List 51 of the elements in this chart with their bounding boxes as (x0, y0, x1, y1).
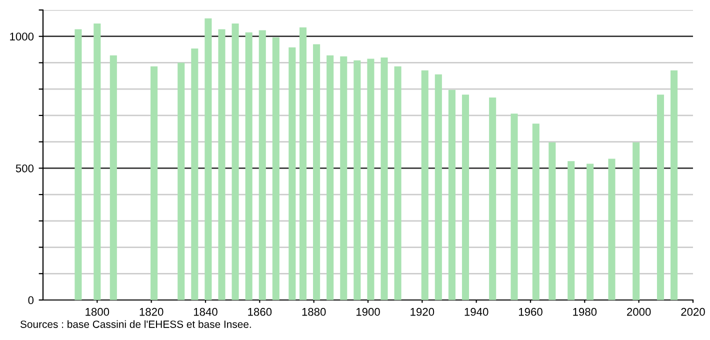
bar (354, 60, 361, 300)
bar (367, 58, 374, 300)
bar (462, 94, 470, 300)
bar (74, 29, 82, 300)
bar (232, 23, 239, 300)
bar (326, 55, 334, 300)
y-tick-label: 500 (16, 164, 34, 172)
bar (94, 23, 101, 300)
bar (489, 98, 496, 300)
bar (448, 90, 456, 300)
bar (632, 142, 640, 300)
source-note: Sources : base Cassini de l'EHESS et base Insee. (20, 320, 251, 328)
bar (272, 37, 280, 300)
bar (245, 32, 252, 300)
bar (670, 70, 678, 300)
bar (421, 70, 428, 300)
y-tick-label: 0 (28, 296, 34, 304)
bar (258, 30, 266, 300)
x-tick-label: 1940 (464, 308, 488, 316)
bar (191, 48, 198, 300)
x-tick-label: 1800 (86, 308, 110, 316)
bar (532, 124, 540, 300)
x-tick-label: 2000 (627, 308, 651, 316)
bar (608, 158, 616, 300)
x-tick-label: 1840 (194, 308, 218, 316)
bar (313, 44, 320, 300)
bar (110, 55, 117, 300)
bar (288, 47, 296, 300)
bar (178, 62, 185, 300)
x-tick-label: 1900 (356, 308, 380, 316)
x-tick-label: 1860 (248, 308, 272, 316)
bar (150, 66, 158, 300)
bar (568, 161, 575, 300)
bar (548, 142, 556, 300)
x-tick-label: 1920 (410, 308, 434, 316)
bar (218, 29, 226, 300)
x-tick-label: 1880 (302, 308, 326, 316)
bar (299, 27, 307, 300)
bar (340, 56, 348, 300)
x-tick-label: 1960 (518, 308, 542, 316)
x-tick-label: 2020 (681, 308, 705, 316)
x-tick-label: 1980 (573, 308, 597, 316)
x-tick-label: 1820 (140, 308, 164, 316)
bar (434, 74, 442, 300)
bar (380, 57, 388, 300)
y-tick-label: 1000 (10, 32, 34, 40)
bar (586, 164, 594, 300)
bar (656, 94, 664, 300)
bar (204, 18, 212, 300)
bar (394, 66, 402, 300)
bar (510, 114, 518, 300)
